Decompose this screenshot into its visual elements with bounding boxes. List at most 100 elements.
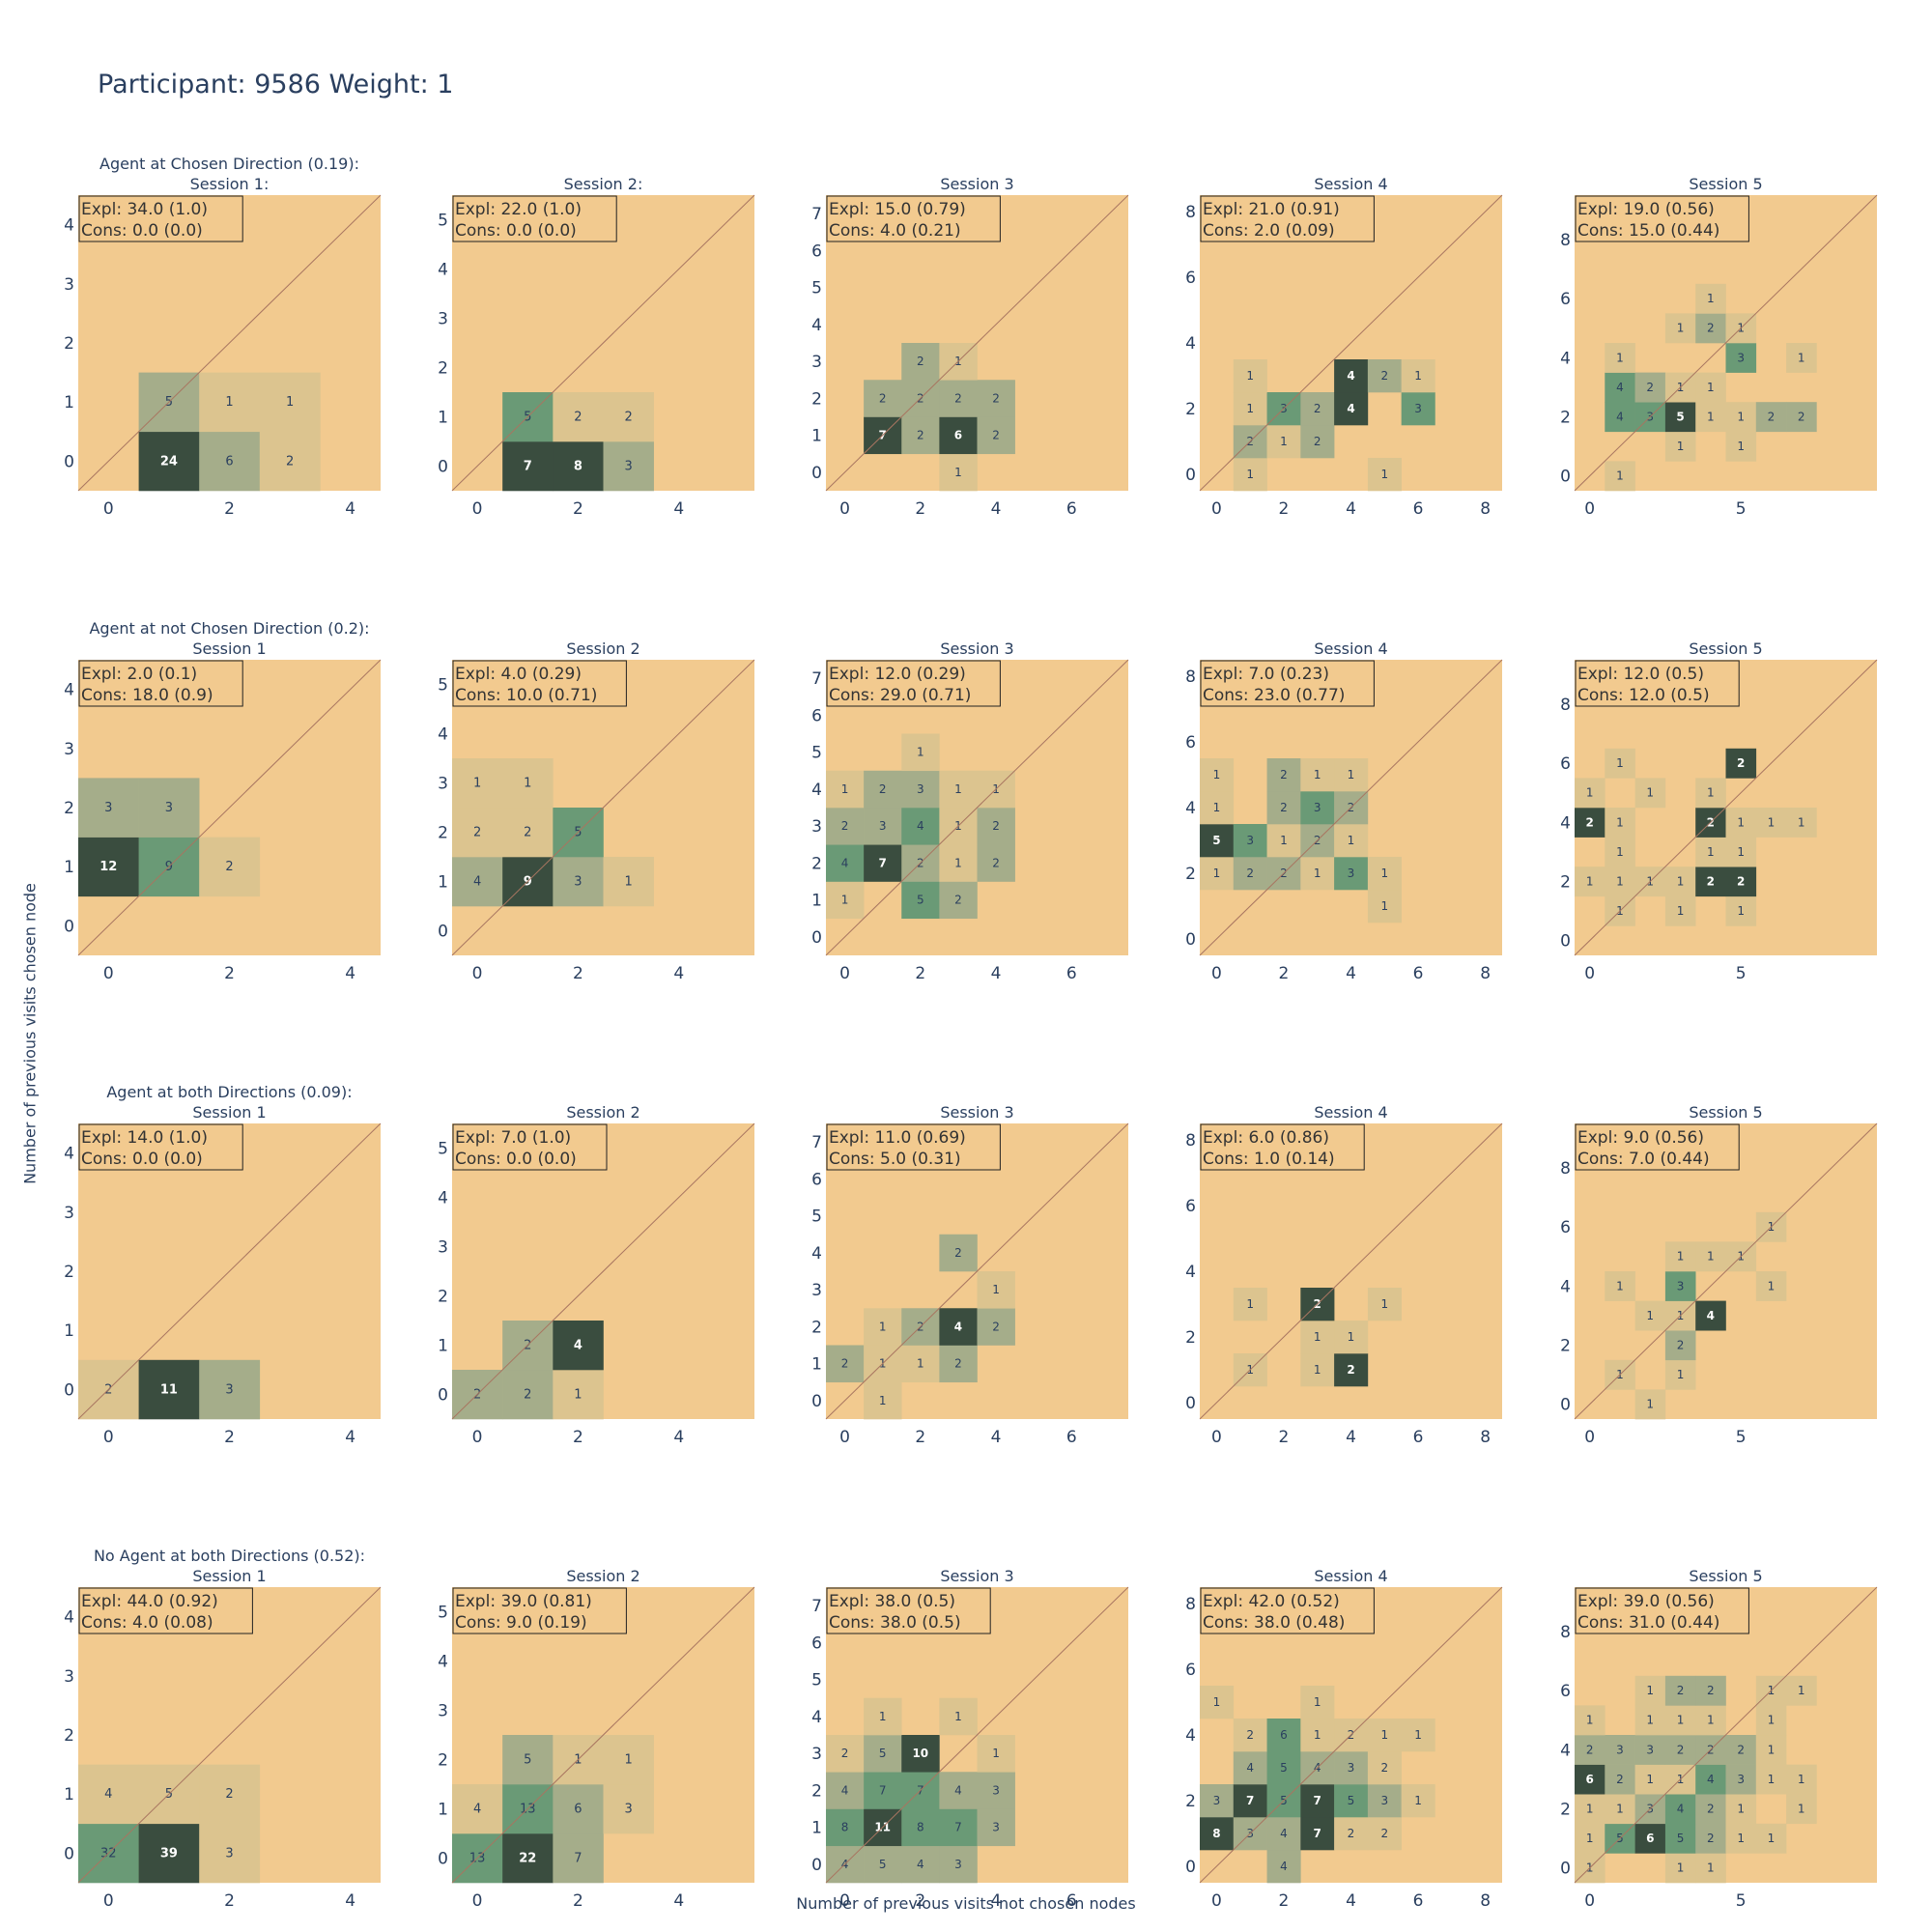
heatmap-cell [1334, 758, 1369, 792]
cell-value-label: 1 [1213, 1695, 1221, 1709]
x-tick-label: 6 [1413, 499, 1424, 519]
cell-value-label: 1 [1737, 411, 1745, 424]
stats-annotation-box [826, 195, 1001, 242]
heatmap-cell [78, 837, 139, 897]
x-tick-label: 5 [1736, 1428, 1747, 1447]
cell-value-label: 1 [1380, 1297, 1388, 1311]
heatmap-cell [1300, 1719, 1335, 1752]
cell-value-label: 1 [1616, 351, 1624, 364]
y-tick-label: 2 [438, 1751, 448, 1771]
x-tick-label: 6 [1066, 964, 1077, 983]
x-tick-label: 0 [839, 964, 850, 983]
cell-value-label: 2 [954, 391, 962, 405]
heatmap-cell [1300, 758, 1335, 792]
cell-value-label: 4 [954, 1320, 962, 1333]
cell-value-label: 1 [1798, 815, 1805, 829]
x-tick-label: 4 [1346, 499, 1356, 519]
stats-expl-label: Expl: 12.0 (0.5) [1577, 665, 1704, 684]
y-tick-label: 1 [438, 1337, 448, 1356]
cell-value-label: 1 [992, 1283, 1000, 1296]
heatmap-cell [1664, 1853, 1696, 1884]
heatmap-cell [1605, 1271, 1635, 1301]
heatmap-cell [1634, 1823, 1666, 1854]
heatmap-cell [1605, 808, 1635, 838]
cell-value-label: 2 [1348, 1827, 1355, 1840]
subplot-title: Session 2: [564, 175, 643, 193]
x-tick-label: 0 [1211, 1891, 1222, 1911]
cell-value-label: 2 [1246, 867, 1254, 880]
heatmap-cell [939, 770, 978, 809]
cell-value-label: 1 [1280, 834, 1288, 847]
cell-value-label: 1 [1646, 1714, 1654, 1727]
heatmap-cell [1200, 857, 1235, 891]
y-tick-label: 2 [64, 1263, 74, 1282]
heatmap-cell [199, 431, 261, 492]
heatmap-cell [901, 416, 940, 455]
heatmap-panel-r2-c4: 112213153121123212110246802468Expl: 7.0 … [1185, 639, 1503, 983]
cell-value-label: 1 [1246, 1297, 1254, 1311]
stats-annotation-box [452, 195, 617, 242]
cell-value-label: 8 [1212, 1827, 1220, 1840]
subplot-title: Session 4 [1314, 1103, 1387, 1122]
diagonal-line [451, 194, 755, 492]
heatmap-cell [1664, 1823, 1696, 1854]
y-tick-label: 8 [1185, 668, 1196, 687]
cell-value-label: 2 [917, 355, 924, 368]
subplot-title: Session 5 [1689, 175, 1762, 193]
x-tick-label: 0 [839, 1428, 850, 1447]
x-tick-label: 0 [1211, 964, 1222, 983]
x-tick-label: 2 [573, 499, 583, 519]
x-tick-label: 0 [1584, 1428, 1595, 1447]
heatmap-panel-r1-c1: 246251102401234Expl: 34.0 (1.0)Cons: 0.0… [64, 155, 382, 519]
heatmap-cell [977, 1735, 1015, 1773]
heatmap-cell [1233, 359, 1267, 393]
y-tick-label: 2 [1185, 865, 1196, 884]
heatmap-cell [1605, 372, 1635, 403]
cell-value-label: 1 [1768, 815, 1776, 829]
heatmap-cell [1300, 425, 1335, 459]
cell-value-label: 1 [1768, 1279, 1776, 1293]
heatmap-cell [1695, 1675, 1726, 1706]
diagonal-line [1574, 659, 1878, 956]
diagonal-line [451, 1586, 755, 1884]
diagonal-line [1199, 194, 1503, 492]
cell-value-label: 3 [879, 819, 887, 833]
cell-value-label: 2 [954, 894, 962, 907]
cell-value-label: 7 [954, 1821, 962, 1834]
heatmap-cell [1401, 1719, 1435, 1752]
cell-value-label: 2 [1707, 1684, 1715, 1697]
cell-value-label: 1 [1768, 1832, 1776, 1845]
x-tick-label: 5 [1736, 964, 1747, 983]
heatmap-cell [1725, 1794, 1757, 1825]
heatmap-cell [1664, 1794, 1696, 1825]
y-tick-label: 6 [1185, 1661, 1196, 1680]
cell-value-label: 1 [1414, 1794, 1422, 1807]
heatmap-panel-r2-c3: 1524721223412123111024601234567Expl: 12.… [811, 639, 1129, 983]
heatmap-cell [1367, 359, 1402, 393]
figure-title: Participant: 9586 Weight: 1 [98, 70, 454, 99]
y-tick-label: 5 [438, 1140, 448, 1159]
x-tick-label: 0 [839, 499, 850, 519]
stats-expl-label: Expl: 39.0 (0.81) [455, 1592, 592, 1611]
heatmap-cell [864, 1735, 902, 1773]
cell-value-label: 4 [1616, 411, 1624, 424]
cell-value-label: 7 [1314, 1794, 1321, 1807]
heatmap-panel-r1-c2: 783522024012345Expl: 22.0 (1.0)Cons: 0.0… [438, 175, 755, 519]
stats-annotation-box [826, 660, 1001, 707]
y-tick-label: 1 [811, 1355, 822, 1375]
y-tick-label: 5 [811, 1208, 822, 1227]
heatmap-cell [1575, 1705, 1605, 1736]
y-tick-label: 2 [1185, 400, 1196, 419]
cell-value-label: 6 [574, 1803, 582, 1817]
subplot-title: Session 1: [190, 175, 270, 193]
heatmap-cell [901, 343, 940, 381]
heatmap-cell [1233, 1784, 1267, 1818]
heatmap-cell [864, 380, 902, 417]
cell-value-label: 1 [1380, 468, 1388, 481]
cell-value-label: 2 [473, 826, 481, 840]
cell-value-label: 1 [1677, 1714, 1685, 1727]
y-tick-label: 6 [811, 706, 822, 725]
cell-value-label: 1 [1677, 440, 1685, 453]
cell-value-label: 1 [1677, 1861, 1685, 1875]
heatmap-cell [1200, 1686, 1235, 1719]
